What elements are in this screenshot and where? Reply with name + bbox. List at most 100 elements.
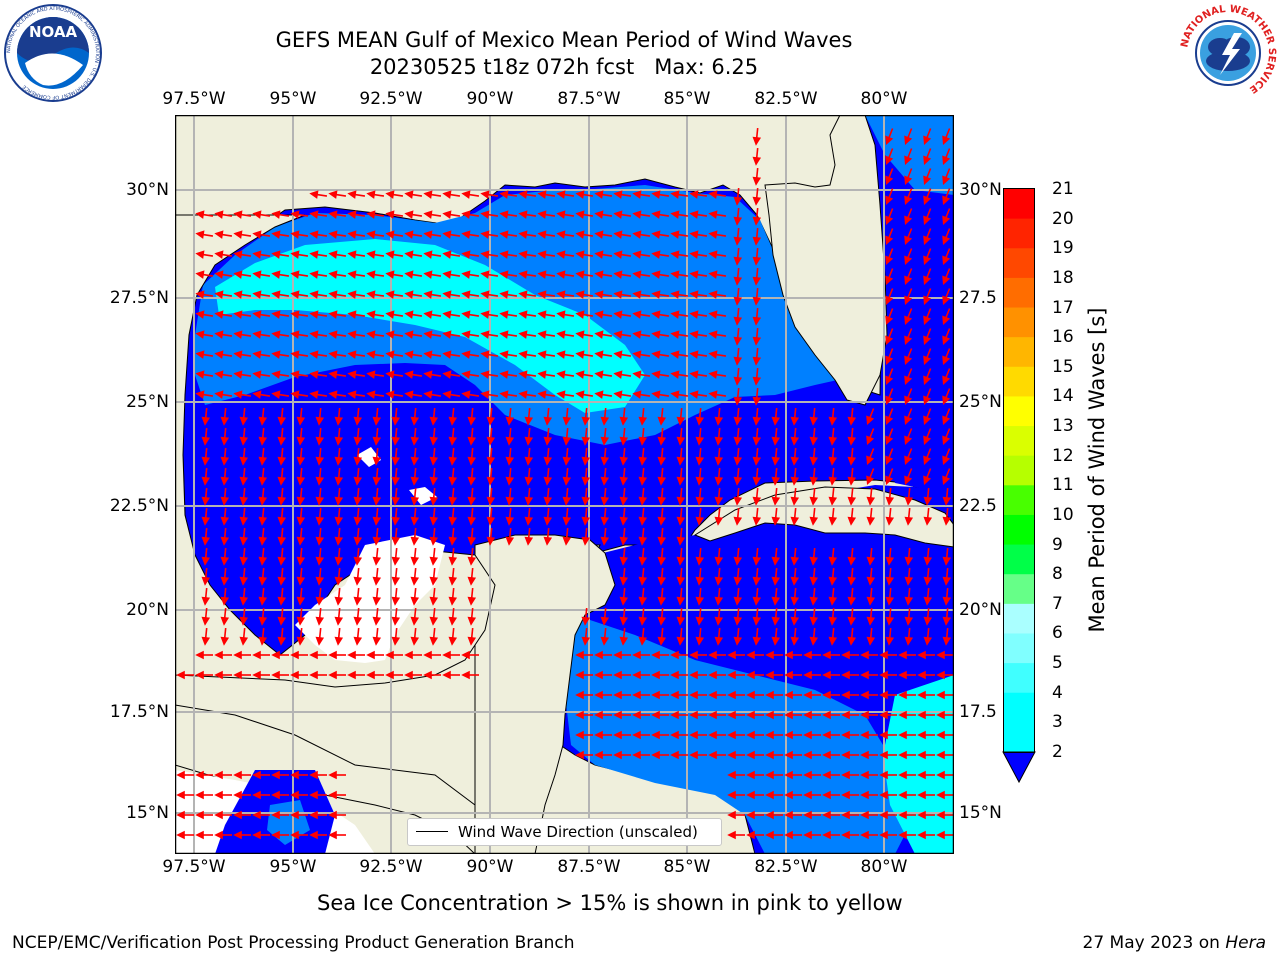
wind-wave-arrowhead xyxy=(385,310,395,319)
wind-wave-arrowhead xyxy=(695,596,705,606)
wind-wave-arrowhead xyxy=(581,536,591,546)
wind-wave-arrowhead xyxy=(847,516,857,526)
wind-wave-arrowhead xyxy=(613,250,623,259)
wind-wave-arrowhead xyxy=(290,810,299,820)
wind-wave-arrowhead xyxy=(404,210,414,219)
wind-wave-arrowhead xyxy=(600,616,610,626)
wind-wave-arrowhead xyxy=(309,810,318,820)
wind-wave-arrowhead xyxy=(847,416,857,426)
wind-wave-arrowhead xyxy=(499,250,509,259)
wind-wave-arrowhead xyxy=(575,730,584,740)
wind-wave-arrowhead xyxy=(334,596,344,606)
wind-wave-arrowhead xyxy=(752,356,762,366)
wind-wave-arrowhead xyxy=(575,350,585,359)
wind-wave-arrowhead xyxy=(695,636,705,646)
wind-wave-arrowhead xyxy=(309,390,319,399)
wind-wave-arrowhead xyxy=(708,730,717,740)
wind-wave-arrowhead xyxy=(366,350,376,359)
wind-wave-arrowhead xyxy=(353,556,363,566)
wind-wave-arrowhead xyxy=(885,355,894,366)
wind-wave-arrowhead xyxy=(923,435,932,446)
wind-wave-arrowhead xyxy=(195,790,204,800)
wind-wave-arrowhead xyxy=(290,830,299,840)
wind-wave-arrowhead xyxy=(353,616,363,626)
wind-wave-arrowhead xyxy=(499,330,509,339)
colorbar-tick-label: 14 xyxy=(1052,386,1074,407)
wind-wave-arrowhead xyxy=(467,516,477,526)
wind-wave-arrowhead xyxy=(239,416,249,426)
wind-wave-arrowhead xyxy=(638,436,648,446)
wind-wave-arrowhead xyxy=(499,290,509,299)
colorbar-segment xyxy=(1004,455,1034,486)
wind-wave-arrowhead xyxy=(942,415,951,426)
wind-wave-arrowhead xyxy=(239,596,249,606)
wind-wave-arrowhead xyxy=(809,436,819,446)
wind-wave-arrowhead xyxy=(879,670,888,680)
wind-wave-arrowhead xyxy=(904,636,914,646)
wind-wave-arrowhead xyxy=(201,516,211,526)
graticule xyxy=(175,115,954,854)
wind-wave-arrowhead xyxy=(828,596,838,606)
wind-wave-arrowhead xyxy=(613,290,623,299)
wind-wave-arrowhead xyxy=(752,436,762,446)
wind-wave-arrowhead xyxy=(581,416,591,426)
wind-wave-arrowhead xyxy=(784,790,793,800)
wind-wave-arrowhead xyxy=(657,536,667,546)
wind-wave-arrowhead xyxy=(296,616,306,626)
wind-wave-arrowhead xyxy=(423,250,433,259)
wind-wave-arrowhead xyxy=(727,750,736,760)
wind-wave-arrowhead xyxy=(790,476,800,486)
wind-wave-arrowhead xyxy=(904,395,913,406)
wind-wave-arrowhead xyxy=(765,750,774,760)
wind-wave-arrowhead xyxy=(537,290,547,299)
wind-wave-arrowhead xyxy=(594,350,604,359)
wind-wave-arrowhead xyxy=(233,270,243,279)
wind-wave-arrowhead xyxy=(347,290,357,299)
wind-wave-arrowhead xyxy=(195,350,205,359)
wind-wave-arrowhead xyxy=(847,616,857,626)
wind-wave-arrowhead xyxy=(923,636,933,646)
wind-wave-arrowhead xyxy=(746,750,755,760)
wind-wave-arrowhead xyxy=(296,556,306,566)
wind-wave-arrowhead xyxy=(296,416,306,426)
wind-wave-arrowhead xyxy=(613,390,623,399)
wind-wave-arrowhead xyxy=(613,730,622,740)
wind-wave-arrowhead xyxy=(214,250,224,259)
wind-wave-arrowhead xyxy=(353,636,363,646)
wind-wave-arrowhead xyxy=(518,370,528,379)
wind-wave-arrowhead xyxy=(689,690,698,700)
wind-wave-arrowhead xyxy=(904,355,913,366)
wind-wave-arrowhead xyxy=(290,770,299,780)
wind-wave-arrowhead xyxy=(765,830,774,840)
wind-wave-arrowhead xyxy=(733,596,743,606)
wind-wave-arrowhead xyxy=(233,390,243,399)
wind-wave-arrowhead xyxy=(271,210,281,219)
lat-tick-left-25n: 25°N xyxy=(126,392,169,412)
wind-wave-arrowhead xyxy=(334,416,344,426)
wind-wave-arrowhead xyxy=(556,270,566,279)
nws-logo: NATIONAL WEATHER SERVICE xyxy=(1179,4,1277,101)
wind-wave-arrowhead xyxy=(714,576,724,586)
wind-wave-arrowhead xyxy=(543,416,553,426)
wind-wave-arrowhead xyxy=(670,190,680,199)
wind-wave-arrowhead xyxy=(543,456,553,466)
colorbar-tick-label: 12 xyxy=(1052,445,1074,466)
wind-wave-arrowhead xyxy=(790,416,800,426)
wind-wave-arrowhead xyxy=(277,616,287,626)
wind-wave-arrowhead xyxy=(239,476,249,486)
wind-wave-arrowhead xyxy=(936,790,945,800)
wind-wave-arrowhead xyxy=(467,416,477,426)
wind-wave-arrowhead xyxy=(689,250,699,259)
wind-wave-arrowhead xyxy=(727,730,736,740)
colorbar-tick-label: 8 xyxy=(1052,564,1063,585)
colorbar-tick-label: 13 xyxy=(1052,416,1074,437)
wind-wave-arrowhead xyxy=(904,315,913,326)
wind-wave-arrowhead xyxy=(543,476,553,486)
wind-wave-arrowhead xyxy=(828,496,838,506)
wind-wave-arrowhead xyxy=(746,710,755,720)
wind-wave-arrowhead xyxy=(195,230,205,239)
colorbar-segment xyxy=(1004,692,1034,723)
wind-wave-arrowhead xyxy=(752,556,762,566)
wind-wave-arrowhead xyxy=(695,516,705,526)
wind-wave-arrowhead xyxy=(613,330,623,339)
